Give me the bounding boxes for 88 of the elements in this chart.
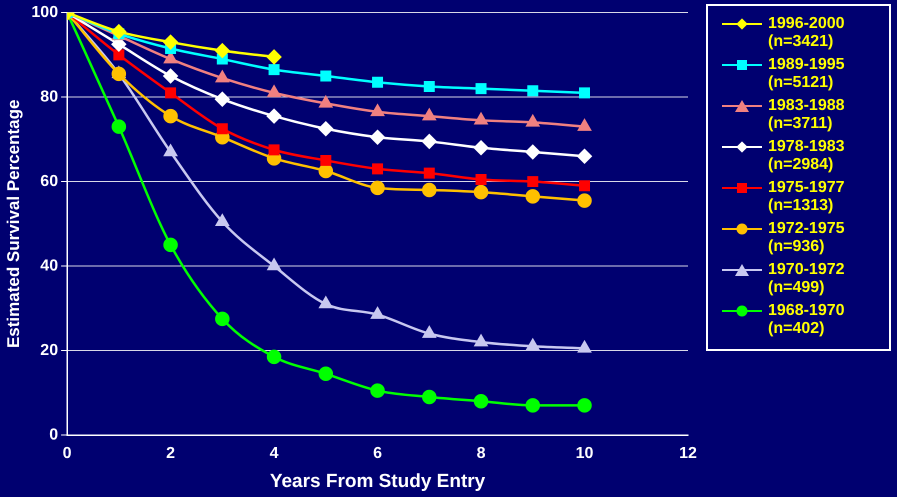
point	[163, 34, 178, 50]
point	[474, 140, 488, 156]
point	[476, 174, 487, 185]
legend-label: 1989-1995 (n=5121)	[768, 56, 846, 92]
point	[164, 144, 178, 156]
point	[371, 104, 384, 116]
point	[422, 108, 436, 120]
point	[266, 108, 282, 124]
point	[268, 64, 280, 76]
point	[318, 122, 334, 136]
point	[371, 307, 384, 319]
legend-label: 1978-1983 (n=2984)	[768, 138, 846, 174]
point	[112, 119, 126, 134]
point	[266, 350, 282, 364]
point	[215, 92, 230, 106]
point	[526, 398, 540, 413]
point	[268, 144, 280, 156]
point	[216, 123, 228, 134]
point	[474, 113, 488, 125]
point	[526, 339, 540, 351]
point	[215, 312, 230, 326]
point	[370, 130, 385, 144]
point	[422, 390, 437, 404]
point	[268, 86, 281, 98]
x-axis-title: Years From Study Entry	[270, 470, 486, 492]
point	[370, 383, 385, 398]
point	[578, 341, 591, 353]
point	[424, 81, 435, 92]
point	[318, 164, 334, 178]
y-axis-title: Estimated Survival Percentage	[4, 100, 23, 348]
x-tick-label: 8	[476, 445, 486, 462]
point	[474, 334, 488, 346]
point	[370, 180, 385, 196]
legend-label: 1970-1972 (n=499)	[768, 261, 846, 297]
point	[422, 326, 436, 338]
point	[112, 66, 126, 82]
point	[320, 154, 332, 166]
point	[163, 108, 178, 124]
point	[526, 144, 540, 160]
point	[320, 70, 332, 82]
x-tick-label: 2	[166, 445, 176, 462]
y-tick-label: 80	[40, 88, 58, 106]
x-tick-label: 6	[373, 445, 382, 462]
point	[577, 398, 592, 413]
point	[474, 184, 488, 200]
legend-label: 1996-2000 (n=3421)	[768, 15, 846, 51]
point	[577, 148, 592, 164]
x-tick-label: 12	[679, 445, 697, 462]
point	[319, 96, 332, 108]
y-tick-label: 100	[31, 4, 58, 22]
point	[163, 68, 178, 84]
legend-label: 1968-1970 (n=402)	[768, 302, 846, 338]
legend-label: 1972-1975 (n=936)	[768, 220, 846, 256]
x-tick-label: 10	[576, 445, 594, 462]
y-tick-label: 0	[49, 426, 58, 444]
point	[216, 70, 229, 82]
point	[527, 85, 538, 96]
y-tick-label: 40	[40, 257, 58, 274]
point	[579, 87, 590, 98]
point	[215, 43, 230, 58]
point	[474, 394, 488, 408]
point	[422, 134, 437, 149]
point	[165, 87, 176, 98]
y-tick-label: 20	[40, 342, 58, 359]
point	[372, 163, 384, 174]
point	[526, 115, 540, 127]
x-tick-label: 4	[270, 445, 279, 462]
point	[578, 119, 591, 131]
point	[424, 168, 435, 179]
point	[318, 366, 334, 381]
point	[113, 49, 124, 60]
y-tick-label: 60	[40, 172, 58, 190]
point	[422, 182, 437, 198]
point	[526, 189, 540, 204]
point	[268, 258, 281, 270]
legend-label: 1975-1977 (n=1313)	[768, 179, 846, 215]
point	[216, 214, 229, 226]
point	[579, 180, 590, 192]
x-tick-label: 0	[62, 445, 72, 462]
point	[577, 193, 592, 208]
point	[266, 50, 282, 64]
point	[527, 176, 538, 188]
point	[476, 83, 487, 94]
point	[372, 76, 384, 88]
point	[163, 238, 178, 252]
point	[112, 24, 126, 39]
point	[319, 296, 332, 308]
legend-label: 1983-1988 (n=3711)	[768, 97, 846, 133]
